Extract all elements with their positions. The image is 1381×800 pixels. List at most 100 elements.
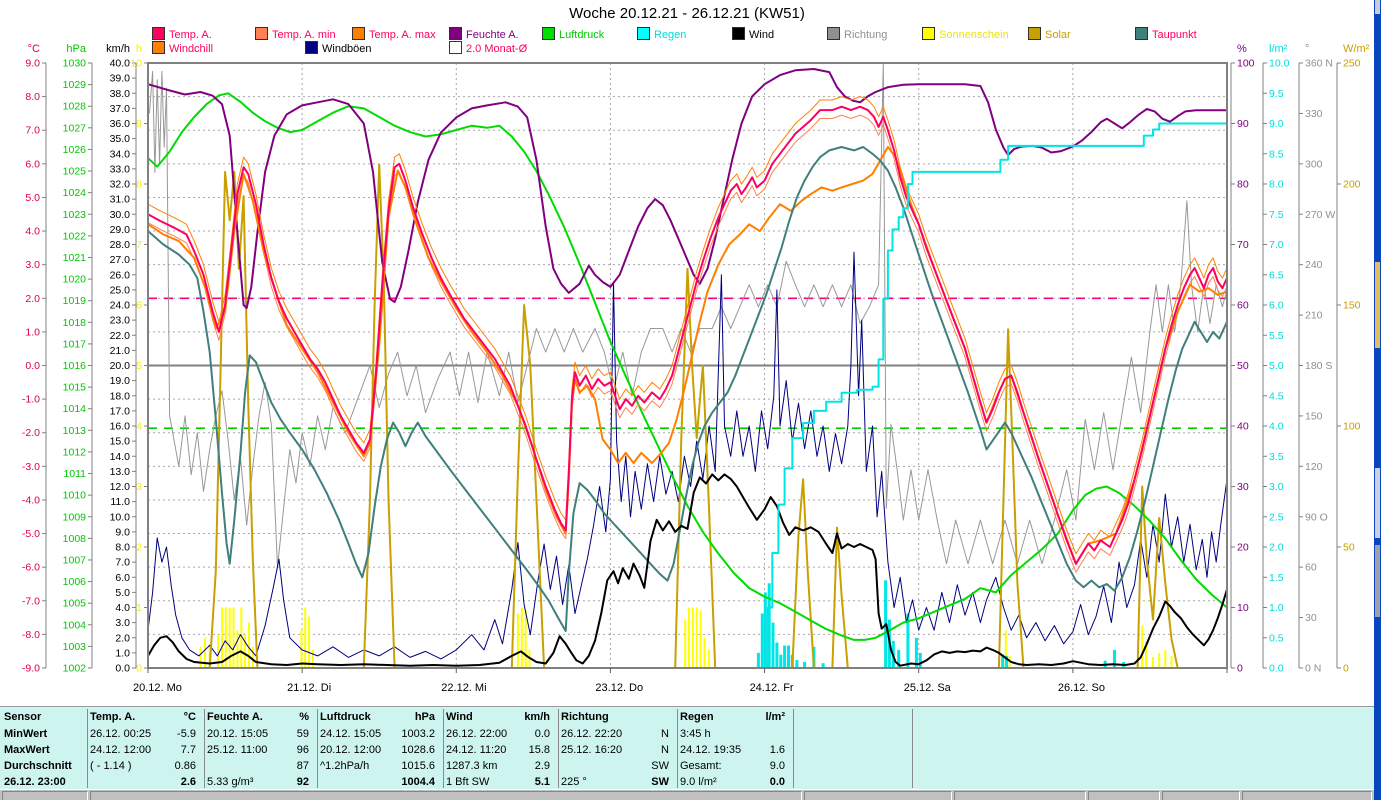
svg-text:12.0: 12.0: [110, 481, 131, 493]
axis-wm2: 250 200 150 100 50 0 W/m²: [1336, 43, 1370, 675]
table-cell: 1287.3 km: [446, 760, 498, 772]
table-cell: km/h: [524, 711, 550, 723]
day-label: 22.12. Mi: [441, 682, 486, 694]
svg-text:6.5: 6.5: [1269, 269, 1284, 281]
svg-text:7: 7: [136, 239, 142, 251]
axis-unit-temp: °C: [28, 43, 40, 55]
legend-item-richtung: Richtung: [827, 27, 887, 41]
desktop-icon-fragment: [1375, 468, 1380, 538]
svg-text:0.0: 0.0: [25, 360, 40, 372]
status-bar-segment: [1242, 791, 1372, 800]
status-bar-segment: [1162, 791, 1240, 800]
svg-text:24.0: 24.0: [110, 300, 131, 312]
axis-unit-pct: %: [1237, 43, 1247, 55]
legend-swatch-icon: [1028, 27, 1041, 40]
svg-text:22.0: 22.0: [110, 330, 131, 342]
axis-lm2: 10.0 9.5 9.0 8.5 8.0 7.5 7.0 6.5 6.0 5.5 5.0 4.5 4.0…: [1262, 43, 1290, 675]
series-temp-a-min: [147, 114, 1228, 573]
table-cell: Durchschnitt: [4, 760, 72, 772]
axis-kmh: 40.0 39.0 38.0 37.0 36.0 35.0 34.0 33.0 32.0 31.0…: [106, 43, 137, 675]
svg-text:1006: 1006: [63, 576, 87, 588]
axis-unit-h: h: [136, 43, 142, 55]
svg-text:1018: 1018: [63, 317, 87, 329]
svg-text:0.5: 0.5: [1269, 632, 1284, 644]
svg-text:25.0: 25.0: [110, 284, 131, 296]
svg-text:9.5: 9.5: [1269, 88, 1284, 100]
svg-text:1004: 1004: [63, 619, 87, 631]
svg-text:36.0: 36.0: [110, 118, 131, 130]
svg-text:270 W: 270 W: [1305, 209, 1335, 221]
status-bar-segment: [2, 791, 88, 800]
svg-text:0: 0: [136, 663, 142, 675]
svg-text:15.0: 15.0: [110, 436, 131, 448]
legend-label: Solar: [1045, 29, 1071, 41]
axis-unit-kmh: km/h: [106, 43, 130, 55]
legend-item-luftdruck: Luftdruck: [542, 27, 604, 41]
svg-text:18.0: 18.0: [110, 390, 131, 402]
table-separator: [317, 709, 318, 788]
svg-text:1.0: 1.0: [1269, 602, 1284, 614]
svg-text:9.0: 9.0: [1269, 118, 1284, 130]
sensor-summary-table: Sensor MinWert MaxWert Durchschnitt 26.12. 2…: [0, 706, 1374, 791]
day-label: 21.12. Di: [287, 682, 331, 694]
status-bar: [0, 789, 1374, 800]
series-windb-en: [147, 251, 1228, 660]
axis-unit-hpa: hPa: [66, 43, 86, 55]
svg-text:1028: 1028: [63, 101, 87, 113]
x-axis: 20.12. Mo 21.12. Di 22.12. Mi 23.12. Do 24.1…: [133, 668, 1228, 694]
svg-text:27.0: 27.0: [110, 254, 131, 266]
legend-swatch-icon: [449, 27, 462, 40]
series-luftdruck: [147, 92, 1228, 641]
table-cell: N: [661, 744, 669, 756]
svg-text:28.0: 28.0: [110, 239, 131, 251]
svg-text:20.0: 20.0: [110, 360, 131, 372]
svg-text:34.0: 34.0: [110, 148, 131, 160]
svg-text:9.0: 9.0: [25, 58, 40, 70]
svg-text:0.0: 0.0: [1269, 663, 1284, 675]
legend-swatch-icon: [152, 27, 165, 40]
svg-text:6.0: 6.0: [115, 572, 130, 584]
table-cell: 26.12. 22:20: [561, 728, 623, 740]
svg-text:10.0: 10.0: [1269, 58, 1290, 70]
legend-item-taupunkt: Taupunkt: [1135, 27, 1197, 41]
svg-text:1030: 1030: [63, 58, 87, 70]
legend-item-feuchte-a-: Feuchte A.: [449, 27, 519, 41]
table-cell: 0.86: [174, 760, 196, 772]
table-cell: 2.6: [180, 776, 196, 788]
table-cell: Luftdruck: [320, 711, 371, 723]
svg-text:1003: 1003: [63, 641, 87, 653]
svg-text:9: 9: [136, 118, 142, 130]
svg-text:-6.0: -6.0: [22, 562, 40, 574]
svg-text:7.0: 7.0: [115, 557, 130, 569]
axis-temp: 9.0 8.0 7.0 6.0 5.0 4.0 3.0 2.0 1.0 0.0 -1.0 -2.0 -3…: [22, 43, 47, 675]
svg-text:2.0: 2.0: [115, 632, 130, 644]
legend-item-solar: Solar: [1028, 27, 1071, 41]
bars-sonnenschein: [199, 607, 1173, 669]
series-richtung: [149, 62, 1228, 568]
legend-label: Temp. A.: [169, 29, 212, 41]
table-cell: 26.12. 22:00: [446, 728, 508, 740]
table-separator: [677, 709, 678, 788]
status-bar-segment: [1088, 791, 1160, 800]
table-separator: [912, 709, 913, 788]
axis-hpa: 1030 1029 1028 1027 1026 1025 1024 1023 1022 1021…: [63, 43, 93, 675]
legend-swatch-icon: [449, 41, 462, 54]
svg-text:240: 240: [1305, 259, 1323, 271]
table-cell: 1004.4: [401, 776, 435, 788]
axis-deg: 360 N 330 300 270 W 240 210 180 S 150 120 90 O 60 3…: [1298, 43, 1335, 675]
table-cell: 0.0: [769, 776, 785, 788]
svg-text:300: 300: [1305, 158, 1323, 170]
legend-label: Windböen: [322, 43, 372, 55]
svg-text:1017: 1017: [63, 338, 87, 350]
svg-text:3.5: 3.5: [1269, 451, 1284, 463]
legend-item-windchill: Windchill: [152, 41, 213, 55]
svg-text:-9.0: -9.0: [22, 663, 40, 675]
svg-text:3.0: 3.0: [115, 617, 130, 629]
svg-text:7.0: 7.0: [1269, 239, 1284, 251]
svg-text:4.0: 4.0: [115, 602, 130, 614]
svg-text:1: 1: [136, 602, 142, 614]
svg-text:1015: 1015: [63, 382, 87, 394]
svg-text:70: 70: [1237, 239, 1249, 251]
svg-text:1.0: 1.0: [115, 647, 130, 659]
